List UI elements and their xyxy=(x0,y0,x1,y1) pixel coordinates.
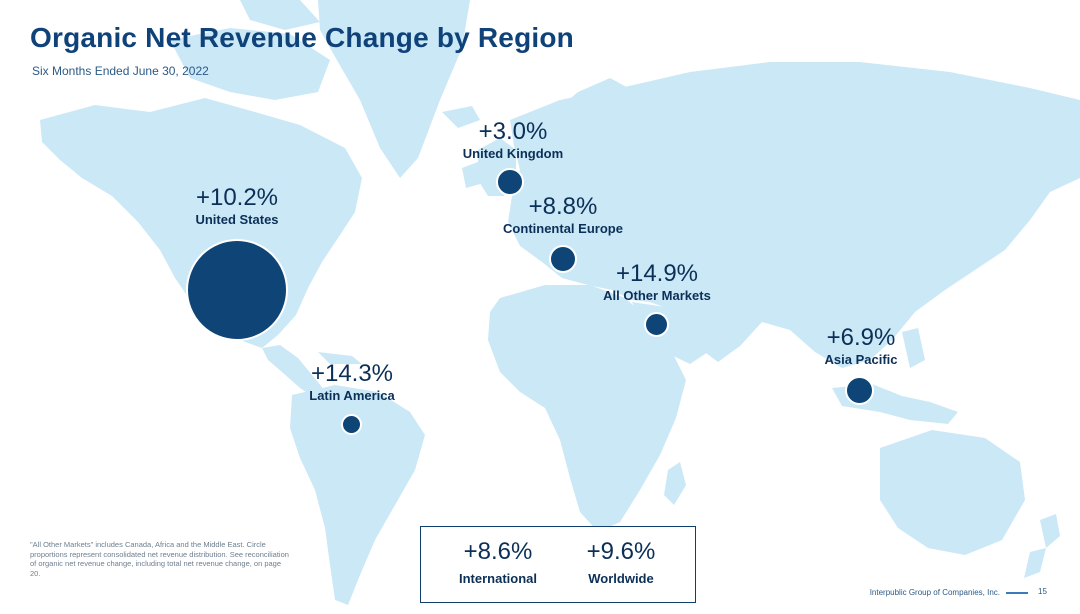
land-eurasia xyxy=(508,62,1080,368)
total-name: International xyxy=(458,571,537,586)
region-change: +8.8% xyxy=(528,193,598,220)
region-label-united-kingdom: +3.0% United Kingdom xyxy=(413,118,613,162)
region-name: United States xyxy=(195,212,279,227)
total-change: +8.6% xyxy=(463,538,533,565)
land-africa xyxy=(488,285,686,532)
region-change: +14.9% xyxy=(615,260,699,287)
region-label-all-other-markets: +14.9% All Other Markets xyxy=(557,260,757,304)
land-iceland xyxy=(442,106,480,128)
region-label-united-states: +10.2% United States xyxy=(137,184,337,228)
land-new-zealand-south xyxy=(1024,548,1046,578)
bubble-continental-europe xyxy=(549,245,577,273)
total-change: +9.6% xyxy=(586,538,656,565)
total-worldwide: +9.6% Worldwide xyxy=(566,537,676,587)
bubble-asia-pacific xyxy=(845,376,874,405)
company-name: Interpublic Group of Companies, Inc. xyxy=(869,588,1000,597)
land-philippines xyxy=(902,328,925,368)
region-change: +14.3% xyxy=(310,360,394,387)
bubble-united-states xyxy=(186,239,288,341)
region-name: Latin America xyxy=(309,388,395,403)
region-label-asia-pacific: +6.9% Asia Pacific xyxy=(761,324,961,368)
land-madagascar xyxy=(664,462,686,505)
land-australia xyxy=(880,430,1025,555)
land-japan xyxy=(958,218,988,270)
land-new-zealand xyxy=(1040,514,1060,548)
bubble-latin-america xyxy=(341,414,362,435)
page-number: 15 xyxy=(1038,587,1047,596)
bubble-united-kingdom xyxy=(496,168,524,196)
page-subtitle: Six Months Ended June 30, 2022 xyxy=(32,64,209,78)
land-greenland xyxy=(318,0,470,178)
total-international: +8.6% International xyxy=(443,537,553,587)
land-scandinavia xyxy=(545,78,632,182)
bubble-all-other-markets xyxy=(644,312,669,337)
page-title: Organic Net Revenue Change by Region xyxy=(30,22,574,53)
region-name: Asia Pacific xyxy=(824,352,898,367)
region-name: All Other Markets xyxy=(603,288,711,303)
footnote: "All Other Markets" includes Canada, Afr… xyxy=(30,540,289,578)
land-south-america xyxy=(290,385,425,605)
region-name: Continental Europe xyxy=(503,221,623,236)
land-arctic-islands-2 xyxy=(240,0,320,30)
land-arctic-islands xyxy=(170,28,330,100)
region-change: +10.2% xyxy=(195,184,279,211)
region-label-latin-america: +14.3% Latin America xyxy=(252,360,452,404)
region-label-continental-europe: +8.8% Continental Europe xyxy=(463,193,663,237)
region-name: United Kingdom xyxy=(462,146,564,161)
total-name: Worldwide xyxy=(588,571,654,586)
land-central-america xyxy=(262,345,326,400)
region-change: +3.0% xyxy=(478,118,548,145)
land-caribbean xyxy=(318,352,362,364)
totals-box: +8.6% International +9.6% Worldwide xyxy=(420,526,696,603)
region-change: +6.9% xyxy=(826,324,896,351)
footer-divider xyxy=(1006,592,1028,594)
land-ireland xyxy=(462,162,480,188)
